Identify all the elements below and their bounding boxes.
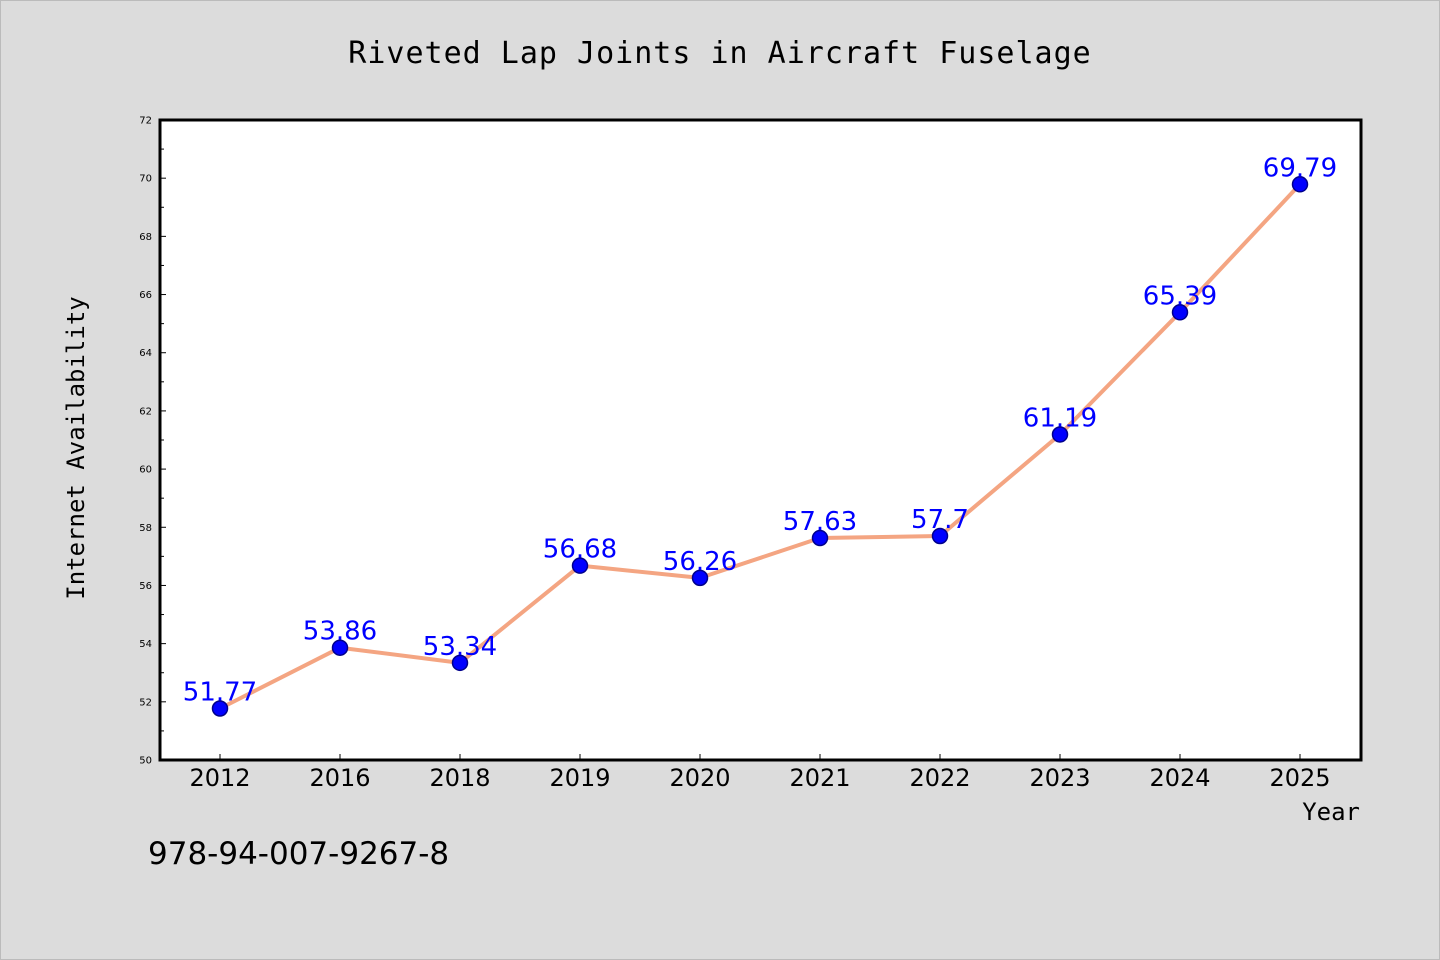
data-point (811, 529, 829, 547)
series-line (218, 182, 1302, 711)
data-label: 69.79 (1263, 153, 1337, 183)
data-point (1291, 176, 1309, 193)
y-tick-label: 54 (139, 639, 152, 650)
data-point (931, 527, 949, 545)
x-tick-label: 2024 (1149, 764, 1210, 792)
data-label: 53.34 (423, 632, 497, 662)
x-tick-label: 2012 (189, 764, 250, 792)
data-labels: 51.77 53.86 53.34 56.68 56.26 57.63 57.7 61.19 6… (183, 153, 1337, 707)
y-tick-label: 70 (139, 174, 152, 185)
data-label: 56.68 (543, 535, 617, 565)
y-tick-label: 52 (139, 697, 152, 708)
plot-frame (158, 118, 1363, 762)
data-label: 56.26 (663, 547, 737, 577)
y-tick-label: 58 (139, 523, 152, 534)
y-axis-label: Internet Availability (62, 296, 90, 599)
y-tick-label: 72 (139, 116, 152, 127)
data-point (691, 569, 709, 587)
data-label: 53.86 (303, 617, 377, 647)
x-tick-label: 2023 (1029, 764, 1090, 792)
data-label: 61.19 (1023, 403, 1097, 433)
y-tick-label: 62 (139, 406, 152, 417)
y-tick-label: 56 (139, 581, 152, 592)
data-point (1171, 304, 1189, 321)
y-tick-label: 50 (139, 756, 152, 767)
x-axis-label: Year (1302, 798, 1360, 826)
data-point (451, 654, 469, 672)
data-point (331, 639, 349, 656)
x-tick-label: 2016 (309, 764, 370, 792)
x-tick-label: 2019 (549, 764, 610, 792)
data-label: 57.63 (783, 507, 857, 537)
data-point (1051, 426, 1069, 443)
x-tick-label: 2025 (1269, 764, 1330, 792)
y-tick-label: 66 (139, 290, 152, 301)
x-tick-label: 2020 (669, 764, 730, 792)
y-tick-label: 68 (139, 232, 152, 243)
y-tick-label: 60 (139, 465, 152, 476)
isbn-text: 978-94-007-9267-8 (148, 836, 449, 872)
data-label: 65.39 (1143, 281, 1217, 311)
data-label: 57.7 (911, 505, 969, 535)
data-point (211, 700, 229, 717)
plot-area (160, 120, 1361, 760)
data-label: 51.77 (183, 678, 257, 708)
x-axis-ticks: 2012 2016 2018 2019 2020 2021 2022 2023 2024 2025 (189, 754, 1331, 792)
y-tick-label: 64 (139, 348, 152, 359)
data-point (571, 557, 589, 574)
x-tick-label: 2021 (789, 764, 850, 792)
data-markers (211, 176, 1309, 717)
chart-title: Riveted Lap Joints in Aircraft Fuselage (348, 36, 1091, 71)
x-tick-label: 2022 (909, 764, 970, 792)
x-tick-label: 2018 (429, 764, 490, 792)
